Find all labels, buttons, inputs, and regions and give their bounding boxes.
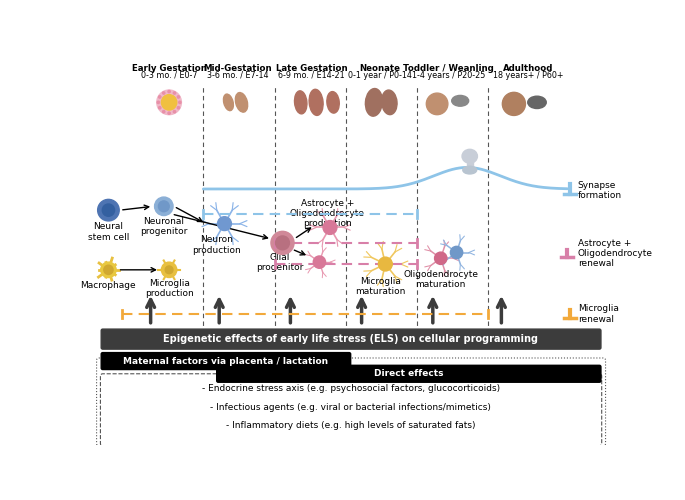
Text: Glial
progenitor: Glial progenitor xyxy=(256,252,303,272)
Text: Adulthood: Adulthood xyxy=(503,64,553,73)
Circle shape xyxy=(438,255,444,262)
Text: Neuron
production: Neuron production xyxy=(192,235,241,255)
Text: Microglia
production: Microglia production xyxy=(145,279,193,298)
Text: 0-3 mo. / E0-7: 0-3 mo. / E0-7 xyxy=(141,71,197,80)
Circle shape xyxy=(382,260,389,268)
Text: 0-1 year / P0-14: 0-1 year / P0-14 xyxy=(348,71,412,80)
Text: Astrocyte +
Oligodendrocyte
renewal: Astrocyte + Oligodendrocyte renewal xyxy=(578,238,653,268)
Circle shape xyxy=(434,252,447,264)
Text: Macrophage: Macrophage xyxy=(81,280,136,289)
Circle shape xyxy=(168,90,171,92)
Ellipse shape xyxy=(309,90,323,116)
Circle shape xyxy=(177,96,179,98)
Circle shape xyxy=(327,224,334,231)
Circle shape xyxy=(159,96,161,98)
Ellipse shape xyxy=(223,94,234,110)
Ellipse shape xyxy=(463,166,477,174)
FancyBboxPatch shape xyxy=(216,366,601,382)
Ellipse shape xyxy=(382,90,397,114)
Text: Neuronal
progenitor: Neuronal progenitor xyxy=(140,217,188,236)
Circle shape xyxy=(104,265,113,274)
FancyBboxPatch shape xyxy=(101,374,601,446)
Circle shape xyxy=(323,220,337,234)
Text: Maternal factors via placenta / lactation: Maternal factors via placenta / lactatio… xyxy=(123,356,329,366)
Circle shape xyxy=(453,250,460,256)
Text: Toddler / Weanling: Toddler / Weanling xyxy=(403,64,494,73)
Ellipse shape xyxy=(451,96,469,106)
Circle shape xyxy=(177,106,179,109)
Circle shape xyxy=(157,90,182,114)
Text: Late Gestation: Late Gestation xyxy=(275,64,347,73)
FancyBboxPatch shape xyxy=(97,358,606,446)
Circle shape xyxy=(316,259,323,265)
Text: Neonate: Neonate xyxy=(360,64,401,73)
Circle shape xyxy=(155,197,173,216)
FancyBboxPatch shape xyxy=(101,329,601,349)
Circle shape xyxy=(313,256,325,268)
Circle shape xyxy=(451,246,462,258)
Text: Mid-Gestation: Mid-Gestation xyxy=(203,64,272,73)
Text: 18 years+ / P60+: 18 years+ / P60+ xyxy=(493,71,563,80)
Circle shape xyxy=(173,92,175,94)
Circle shape xyxy=(221,220,228,227)
Text: Early Gestation: Early Gestation xyxy=(132,64,207,73)
Text: - Endocrine stress axis (e.g. psychosocial factors, glucocorticoids): - Endocrine stress axis (e.g. psychosoci… xyxy=(201,384,500,392)
Text: Astrocyte +
Oligodendrocyte
production: Astrocyte + Oligodendrocyte production xyxy=(290,198,365,228)
Circle shape xyxy=(173,110,175,113)
Text: Oligodendrocyte
maturation: Oligodendrocyte maturation xyxy=(403,270,478,289)
Ellipse shape xyxy=(327,92,339,113)
Circle shape xyxy=(162,110,165,113)
FancyBboxPatch shape xyxy=(101,352,351,370)
Circle shape xyxy=(162,262,177,278)
Circle shape xyxy=(159,106,161,109)
Text: Synapse
formation: Synapse formation xyxy=(578,181,622,200)
Circle shape xyxy=(275,236,290,250)
Text: 6-9 mo. / E14-21: 6-9 mo. / E14-21 xyxy=(278,71,345,80)
Text: - Inflammatory diets (e.g. high levels of saturated fats): - Inflammatory diets (e.g. high levels o… xyxy=(226,421,475,430)
Text: Epigenetic effects of early life stress (ELS) on cellular programming: Epigenetic effects of early life stress … xyxy=(163,334,538,344)
Text: 1-4 years / P20-25: 1-4 years / P20-25 xyxy=(412,71,486,80)
Ellipse shape xyxy=(236,92,248,112)
Ellipse shape xyxy=(365,88,382,116)
Circle shape xyxy=(218,216,232,230)
Circle shape xyxy=(102,204,114,216)
Circle shape xyxy=(179,101,181,103)
Circle shape xyxy=(158,201,169,211)
Circle shape xyxy=(271,232,294,254)
Circle shape xyxy=(168,112,171,114)
Text: - Infectious agents (e.g. viral or bacterial infections/mimetics): - Infectious agents (e.g. viral or bacte… xyxy=(210,403,491,412)
Circle shape xyxy=(165,266,173,274)
Circle shape xyxy=(426,93,448,114)
Ellipse shape xyxy=(295,91,307,114)
Circle shape xyxy=(101,262,116,278)
Text: Neural
stem cell: Neural stem cell xyxy=(88,222,129,242)
Ellipse shape xyxy=(462,150,477,163)
Circle shape xyxy=(162,94,177,110)
Ellipse shape xyxy=(527,96,546,108)
Text: Direct effects: Direct effects xyxy=(374,370,444,378)
Circle shape xyxy=(502,92,525,116)
Text: Microglia
renewal: Microglia renewal xyxy=(578,304,619,324)
Circle shape xyxy=(157,101,160,103)
Circle shape xyxy=(162,92,165,94)
Text: Microglia
maturation: Microglia maturation xyxy=(355,277,406,296)
Text: 3-6 mo. / E7-14: 3-6 mo. / E7-14 xyxy=(207,71,269,80)
Circle shape xyxy=(378,257,393,271)
Circle shape xyxy=(98,200,119,221)
Bar xyxy=(466,154,473,170)
